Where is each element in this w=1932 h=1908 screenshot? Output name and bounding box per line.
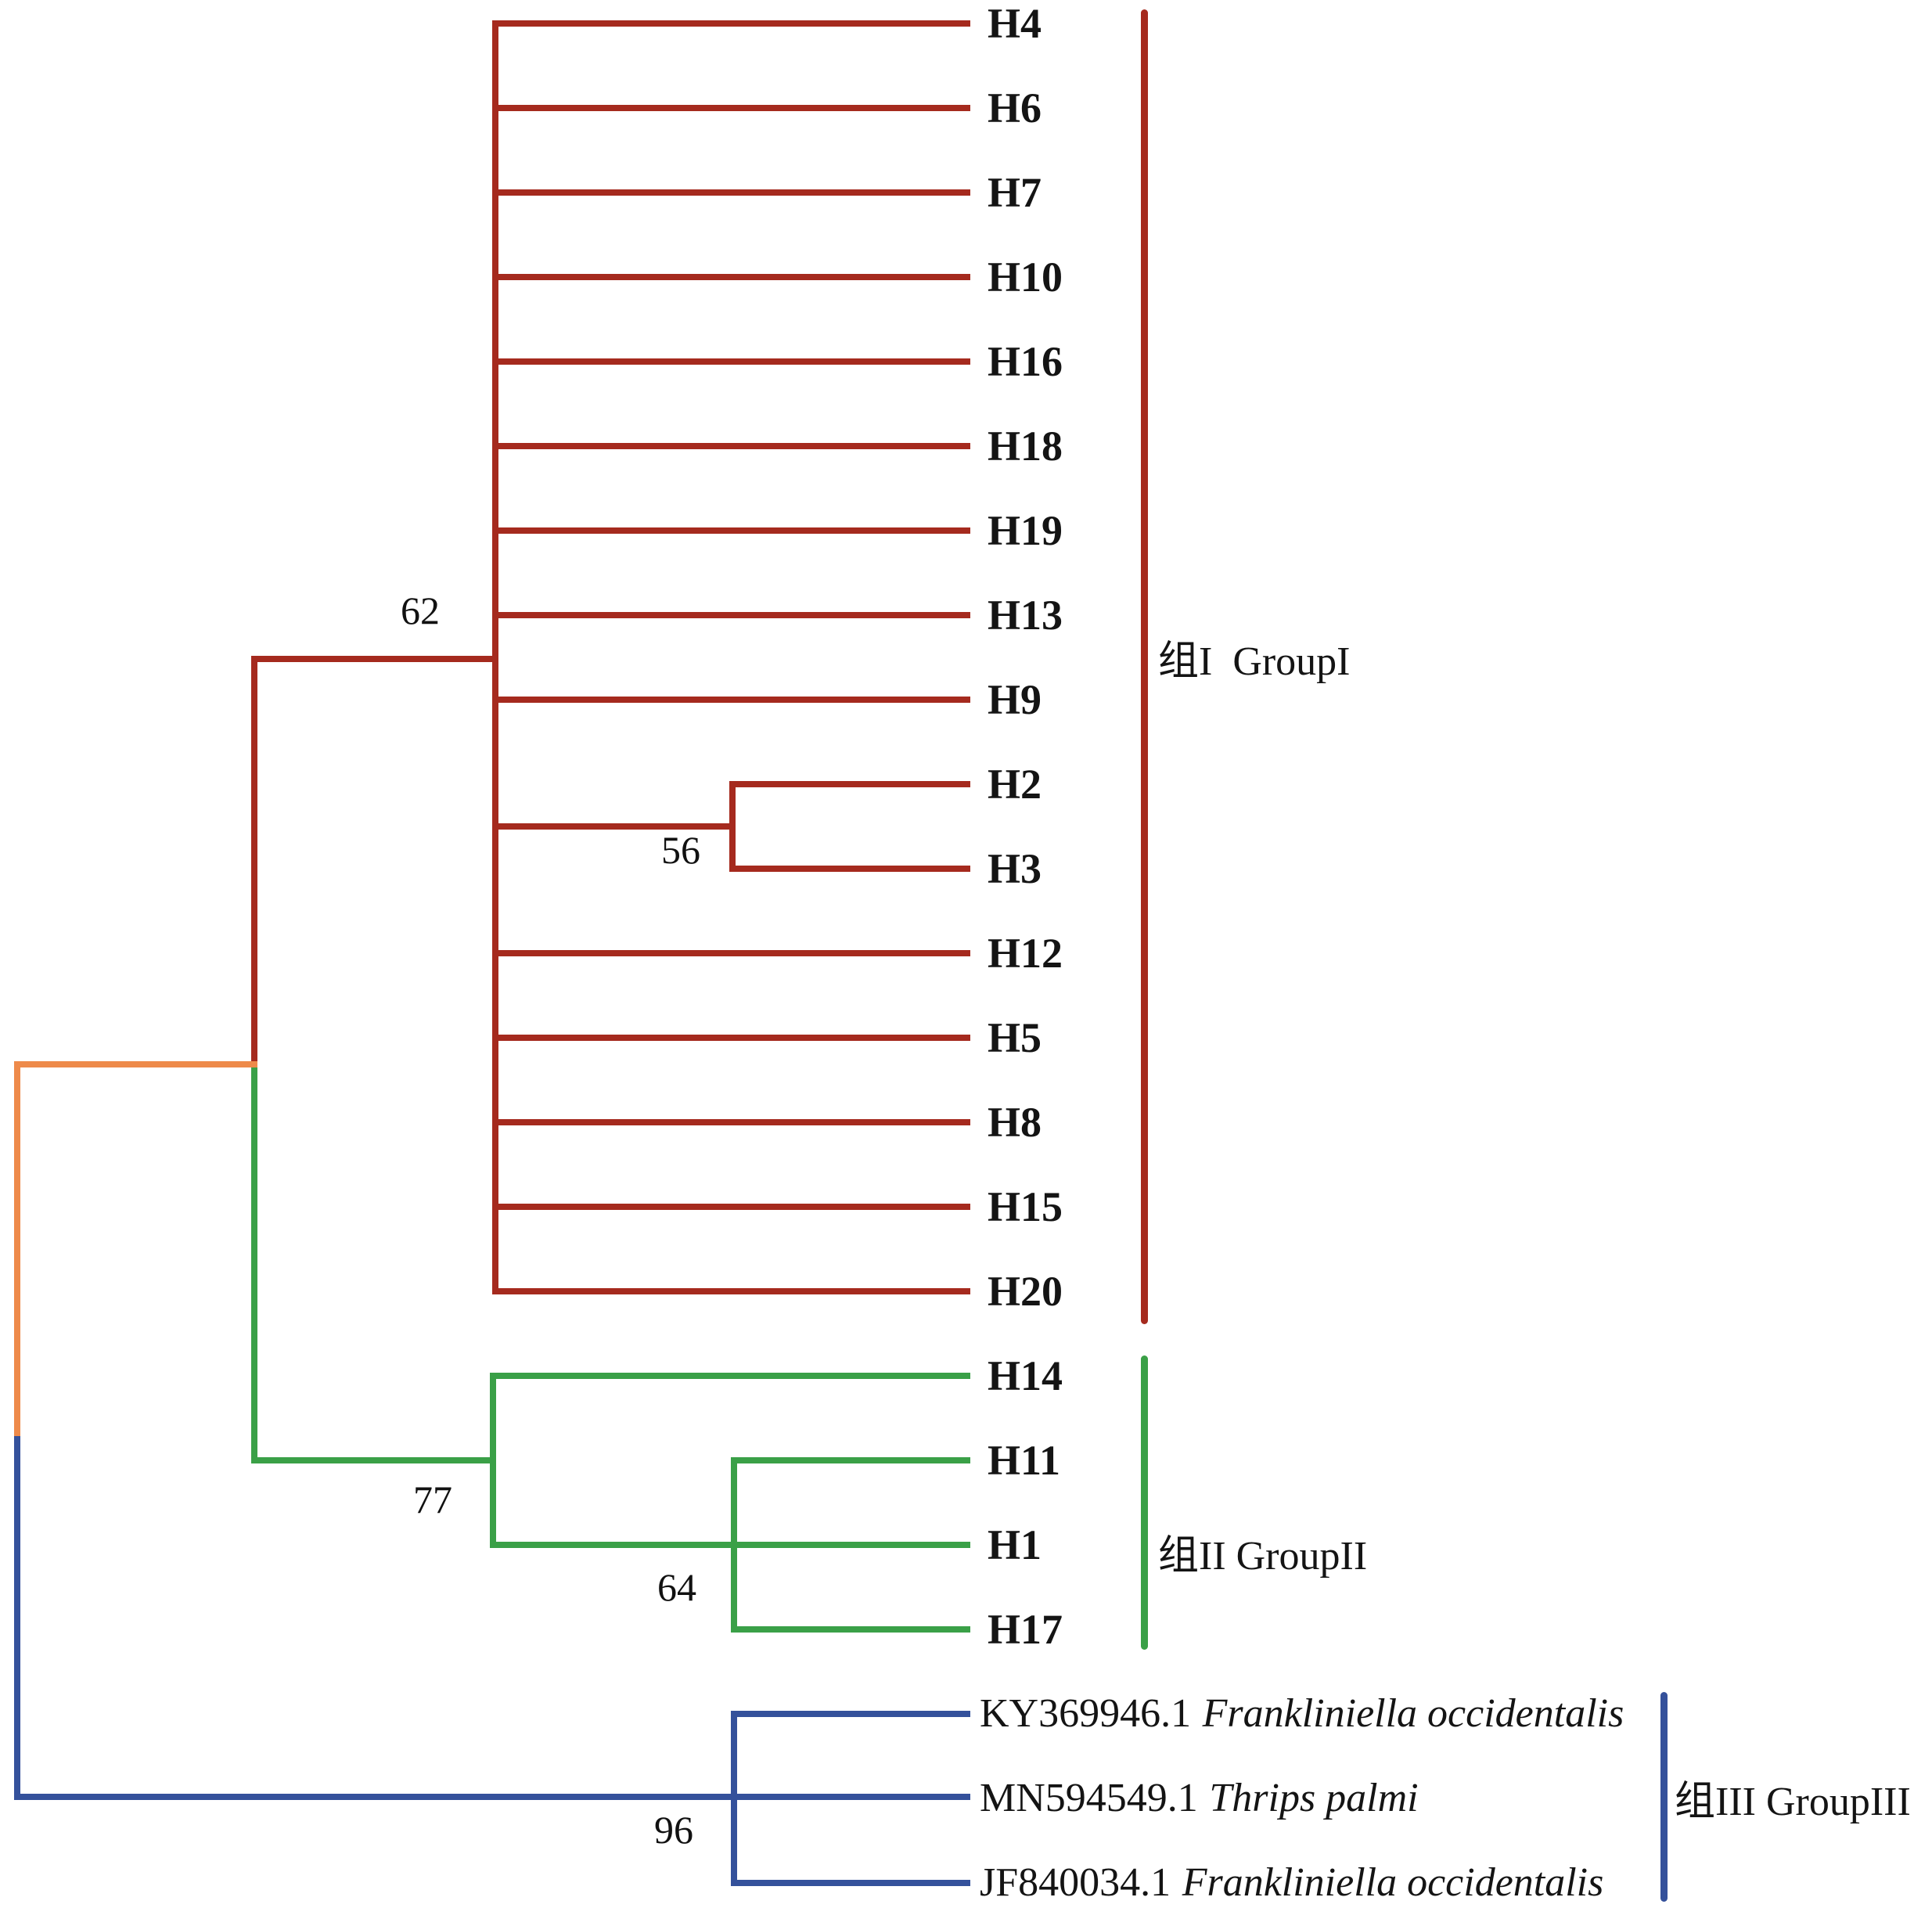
tip-label-h4: H4 xyxy=(988,0,1042,47)
group2-spine xyxy=(490,1373,496,1548)
accession-mn594549: MN594549.1 xyxy=(980,1776,1198,1820)
group3-label: 组III GroupIII xyxy=(1675,1780,1911,1824)
bootstrap-62: 62 xyxy=(401,589,440,632)
tip-label-h19: H19 xyxy=(988,507,1063,554)
tip-label-h2: H2 xyxy=(988,761,1042,808)
branch-h13 xyxy=(492,612,970,618)
group2-label: 组II GroupII xyxy=(1158,1534,1368,1579)
tip-label-h1: H1 xyxy=(988,1521,1042,1568)
node56-stem-branch xyxy=(492,823,732,830)
tip-label-h15: H15 xyxy=(988,1183,1063,1230)
accession-ky369946: KY369946.1 xyxy=(980,1691,1192,1736)
branch-h18 xyxy=(492,443,970,449)
branch-h4 xyxy=(492,20,970,27)
group3-bar xyxy=(1660,1692,1668,1902)
branch-h7 xyxy=(492,189,970,196)
tip-label-h18: H18 xyxy=(988,423,1063,470)
tip-label-h17: H17 xyxy=(988,1606,1063,1653)
branch-h1-and-node64-stem xyxy=(490,1542,970,1548)
tip-label-h10: H10 xyxy=(988,254,1063,301)
group2-bar xyxy=(1141,1355,1148,1650)
branch-h15 xyxy=(492,1204,970,1210)
node77-stem-branch xyxy=(251,1457,496,1463)
tip-label-h5: H5 xyxy=(988,1014,1042,1061)
branch-h6 xyxy=(492,105,970,111)
node56-connector xyxy=(729,781,736,872)
branch-mn594549-and-root-stem xyxy=(14,1794,970,1800)
node64-connector xyxy=(731,1457,737,1633)
group1-label: 组I GroupI xyxy=(1158,639,1351,684)
branch-h8 xyxy=(492,1119,970,1125)
tip-label-h3: H3 xyxy=(988,845,1042,892)
bootstrap-64: 64 xyxy=(657,1565,696,1609)
root-branch-to-ingroup xyxy=(14,1061,257,1067)
species-name-jf840034: Frankliniella occidentalis xyxy=(1182,1860,1604,1905)
branch-h11 xyxy=(731,1457,970,1463)
tip-label-jf840034: JF840034.1 Frankliniella occidentalis xyxy=(980,1857,1603,1908)
branch-h3 xyxy=(729,866,970,872)
bootstrap-56: 56 xyxy=(661,828,700,872)
branch-jf840034 xyxy=(731,1880,970,1886)
tip-label-h20: H20 xyxy=(988,1268,1063,1315)
branch-h5 xyxy=(492,1035,970,1041)
tip-label-h8: H8 xyxy=(988,1099,1042,1146)
tip-label-h7: H7 xyxy=(988,169,1042,216)
bootstrap-96: 96 xyxy=(654,1808,693,1852)
ancestor-vertical-green xyxy=(251,1064,257,1463)
tip-label-h16: H16 xyxy=(988,338,1063,385)
tip-label-h13: H13 xyxy=(988,592,1063,639)
node96-connector xyxy=(731,1711,737,1886)
group1-bar xyxy=(1141,9,1148,1324)
branch-h12 xyxy=(492,950,970,956)
tip-label-ky369946: KY369946.1 Frankliniella occidentalis xyxy=(980,1688,1624,1740)
tip-label-mn594549: MN594549.1 Thrips palmi xyxy=(980,1773,1419,1824)
node62-stem-branch xyxy=(251,656,498,662)
tip-label-h11: H11 xyxy=(988,1437,1061,1484)
bootstrap-77: 77 xyxy=(413,1478,452,1521)
tip-label-h9: H9 xyxy=(988,676,1042,723)
branch-h17 xyxy=(731,1626,970,1633)
branch-h9 xyxy=(492,697,970,703)
root-vertical-upper xyxy=(14,1061,20,1439)
tip-label-h6: H6 xyxy=(988,85,1042,131)
branch-h10 xyxy=(492,274,970,280)
branch-h14 xyxy=(490,1373,970,1379)
species-name-ky369946: Frankliniella occidentalis xyxy=(1202,1691,1624,1736)
branch-h20 xyxy=(492,1288,970,1294)
species-name-mn594549: Thrips palmi xyxy=(1209,1776,1419,1820)
branch-h16 xyxy=(492,358,970,365)
accession-jf840034: JF840034.1 xyxy=(980,1860,1171,1905)
branch-h19 xyxy=(492,527,970,534)
ancestor-vertical-red xyxy=(251,656,257,1064)
tip-label-h14: H14 xyxy=(988,1352,1063,1399)
branch-ky369946 xyxy=(731,1711,970,1717)
tip-label-h12: H12 xyxy=(988,930,1063,977)
root-vertical-lower xyxy=(14,1436,20,1800)
branch-h2 xyxy=(729,781,970,787)
